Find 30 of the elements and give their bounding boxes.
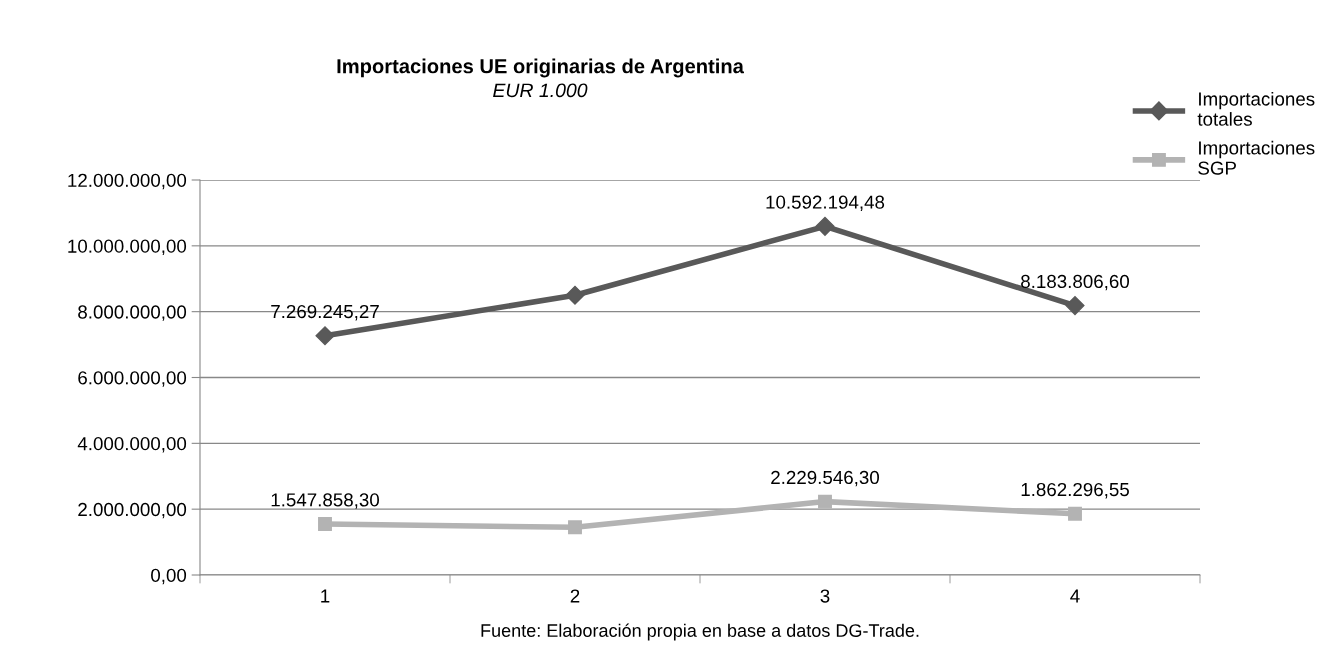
chart-subtitle: EUR 1.000 (493, 83, 588, 98)
x-tick-label: 3 (820, 589, 830, 603)
point (818, 494, 832, 509)
y-tick-label: 12.000.000,00 (68, 173, 187, 190)
data-label: 1.547.858,30 (271, 493, 380, 509)
y-tick-label: 6.000.000,00 (78, 371, 187, 387)
chart-title: Importaciones UE originarias de Argentina (337, 58, 744, 78)
data-label: 2.229.546,30 (771, 470, 880, 487)
data-label: 1.862.296,55 (1021, 482, 1129, 499)
y-tick-label: 10.000.000,00 (68, 239, 187, 256)
point (565, 285, 585, 305)
point (815, 216, 835, 236)
point (315, 326, 335, 346)
y-tick-label: 0,00 (151, 568, 187, 585)
data-label: 7.269.245,27 (271, 304, 379, 321)
x-tick-label: 2 (570, 589, 580, 603)
y-tick-label: 2.000.000,00 (78, 502, 187, 519)
y-tick-label: 4.000.000,00 (77, 437, 187, 453)
legend-label: Importaciones SGP (1198, 140, 1315, 175)
point (1068, 506, 1082, 521)
legend-label: Importaciones totales (1197, 91, 1315, 126)
point (1065, 296, 1085, 316)
data-label: 10.592.194,48 (766, 195, 885, 212)
x-tick-label: 4 (1070, 589, 1080, 603)
point (568, 520, 582, 535)
point (318, 517, 332, 531)
source-note: Fuente: Elaboración propia en base a datos DG-Trade. (481, 623, 919, 641)
y-tick-label: 8.000.000,00 (78, 305, 187, 321)
x-tick-label: 1 (321, 589, 330, 603)
data-label: 8.183.806,60 (1021, 274, 1130, 291)
